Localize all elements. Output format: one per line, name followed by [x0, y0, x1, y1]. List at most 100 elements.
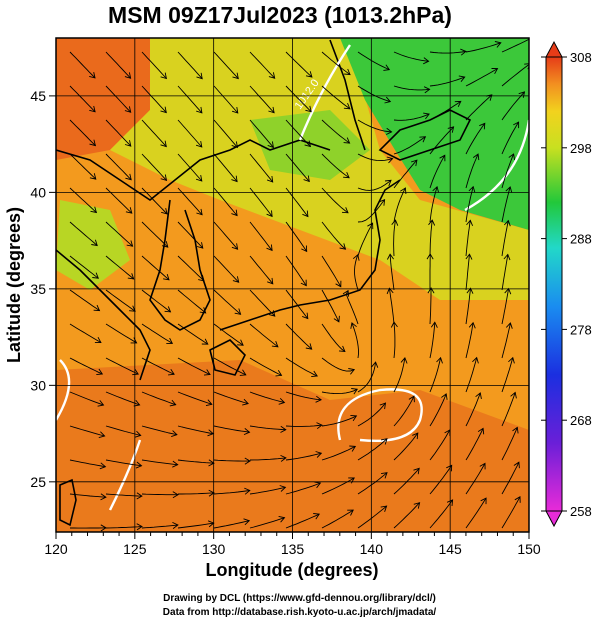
- x-tick-label-135: 135: [281, 541, 305, 557]
- x-tick-label-150: 150: [517, 541, 541, 557]
- streamline-arrowhead: [301, 245, 308, 253]
- streamline-arrowhead: [207, 429, 215, 437]
- weather-map: 1012.0 120 125 130 135 140 145 150 2530354045 …: [4, 37, 592, 580]
- streamline-arrowhead: [381, 438, 388, 445]
- streamline-arrowhead: [503, 219, 511, 227]
- streamline: [285, 153, 310, 182]
- map-plot-area: 1012.0: [56, 38, 529, 532]
- streamline-arrowhead: [514, 496, 521, 503]
- streamline-arrowhead: [267, 277, 274, 285]
- streamline-arrowhead: [160, 140, 167, 148]
- streamline-arrowhead: [460, 48, 467, 56]
- streamline: [501, 392, 516, 427]
- streamline-arrowhead: [172, 491, 179, 499]
- streamline: [105, 459, 142, 467]
- streamline: [105, 526, 143, 529]
- streamline-arrowhead: [513, 461, 520, 469]
- streamline-arrowhead: [89, 173, 97, 180]
- streamline: [501, 91, 525, 121]
- streamline: [69, 255, 99, 279]
- streamline: [141, 51, 167, 79]
- y-tick-label-40: 40: [30, 184, 46, 200]
- streamline-arrowhead: [196, 242, 204, 249]
- credits: Drawing by DCL (https://www.gfd-dennou.o…: [0, 592, 599, 620]
- streamline: [285, 119, 311, 147]
- streamline: [429, 220, 433, 257]
- streamline: [321, 323, 346, 352]
- streamline: [213, 323, 244, 346]
- streamline: [393, 395, 415, 427]
- streamline: [141, 524, 178, 529]
- streamline-arrowhead: [472, 153, 480, 161]
- streamline-arrowhead: [491, 68, 499, 75]
- japan-main-coast: [219, 179, 401, 331]
- streamline: [141, 391, 176, 406]
- streamline-arrowhead: [243, 428, 251, 436]
- streamline-arrowhead: [338, 345, 346, 353]
- streamline: [393, 136, 426, 155]
- streamline-arrowhead: [343, 137, 351, 144]
- streamline: [177, 522, 214, 529]
- colorbar-gradient: [545, 56, 563, 512]
- streamline-arrowhead: [316, 422, 323, 430]
- cool-north-region: [340, 38, 529, 230]
- streamline-arrowhead: [244, 487, 251, 495]
- streamline: [213, 255, 240, 283]
- streamline: [465, 428, 484, 461]
- y-tick-label-30: 30: [30, 377, 46, 393]
- streamline-arrowhead: [426, 253, 434, 260]
- streamline-arrowhead: [133, 400, 141, 407]
- streamline: [321, 509, 354, 529]
- streamline: [321, 388, 358, 395]
- streamline-arrowhead: [136, 492, 143, 500]
- streamline-arrowhead: [198, 274, 205, 282]
- streamline-arrowhead: [475, 392, 482, 399]
- streamline-arrowhead: [344, 68, 351, 76]
- streamline: [69, 289, 100, 311]
- streamline-arrowhead: [379, 402, 387, 410]
- streamline-arrowhead: [275, 370, 283, 377]
- streamline-arrowhead: [436, 356, 443, 364]
- streamline: [357, 199, 385, 223]
- streamline: [321, 477, 355, 495]
- streamline-arrowhead: [201, 338, 209, 345]
- x-axis-title: Longitude (degrees): [205, 560, 378, 580]
- streamline-arrowhead: [91, 239, 98, 247]
- streamline: [321, 153, 350, 179]
- streamline-arrowhead: [195, 175, 203, 182]
- streamline-arrowhead: [380, 505, 388, 512]
- latitude-ticks: 25 30 35 40 45: [30, 88, 56, 490]
- streamline-arrowhead: [384, 96, 392, 104]
- streamline-arrowhead: [466, 287, 474, 294]
- streamline-arrowhead: [196, 208, 203, 216]
- streamline-arrowhead: [386, 253, 394, 260]
- streamline-arrowhead: [89, 72, 96, 79]
- streamline: [465, 357, 478, 393]
- streamline-arrowhead: [432, 185, 440, 193]
- streamline-arrowhead: [94, 336, 102, 344]
- contour-east: [464, 119, 529, 212]
- streamline-arrowhead: [367, 222, 374, 230]
- streamline-arrowhead: [333, 315, 340, 323]
- streamline-arrowhead: [465, 253, 473, 260]
- streamline-arrowhead: [196, 72, 203, 80]
- streamline: [213, 425, 250, 433]
- colorbar-ticks: 308 298 288 278 268 258: [541, 50, 592, 519]
- streamline: [249, 153, 274, 183]
- streamline-arrowhead: [231, 141, 238, 149]
- x-tick-label-120: 120: [44, 541, 68, 557]
- streamline-arrowhead: [335, 280, 342, 288]
- streamline: [357, 402, 386, 427]
- streamline: [141, 153, 167, 181]
- colorbar-label-308: 308: [570, 50, 592, 65]
- streamline-arrowhead: [347, 509, 354, 516]
- streamline: [357, 505, 387, 529]
- streamline: [249, 457, 286, 461]
- streamline-arrowhead: [160, 174, 168, 182]
- streamline: [177, 153, 203, 182]
- streamline: [105, 289, 136, 312]
- streamline: [357, 222, 373, 257]
- streamline: [69, 493, 106, 498]
- streamline-arrowhead: [315, 451, 323, 458]
- streamline: [69, 391, 104, 406]
